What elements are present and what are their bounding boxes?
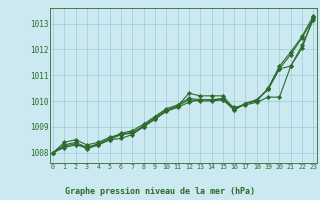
Text: Graphe pression niveau de la mer (hPa): Graphe pression niveau de la mer (hPa) xyxy=(65,187,255,196)
